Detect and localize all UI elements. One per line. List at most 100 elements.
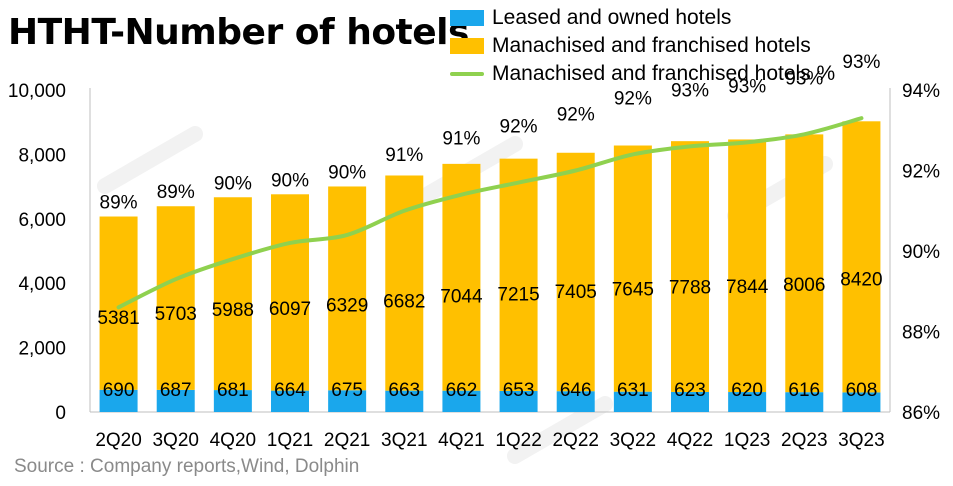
bar-leased	[785, 392, 824, 412]
x-tick-label: 3Q20	[152, 430, 198, 451]
x-tick-label: 4Q20	[210, 430, 256, 451]
data-label-leased: 687	[160, 380, 192, 401]
data-label-leased: 608	[846, 380, 878, 401]
data-label-percent: 90%	[214, 173, 252, 194]
bar-leased	[442, 390, 481, 412]
data-label-leased: 646	[560, 380, 592, 401]
data-label-percent: 93%	[671, 80, 709, 101]
x-tick-label: 1Q21	[267, 430, 313, 451]
bar-franchised	[785, 134, 824, 393]
legend-swatch-leased	[450, 10, 484, 26]
axes: 0 2,000 4,000 6,000 8,000 10,000 86% 88% 90% 92% 9…	[8, 81, 940, 451]
legend-item-franchised: Manachised and franchised hotels	[450, 32, 835, 60]
x-tick-label: 3Q23	[838, 430, 884, 451]
data-label-percent: 89%	[100, 193, 138, 214]
data-label-leased: 675	[331, 380, 363, 401]
legend-item-percent: Manachised and franchised hotels %	[450, 60, 835, 88]
y-left-tick-label: 6,000	[18, 210, 66, 231]
data-label-franchised: 6329	[326, 296, 368, 317]
data-label-leased: 690	[103, 380, 135, 401]
data-label-percent: 92%	[500, 117, 538, 138]
x-tick-label: 1Q23	[724, 430, 770, 451]
data-label-franchised: 6682	[383, 291, 425, 312]
data-label-franchised: 8006	[783, 275, 825, 296]
y-left-tick-label: 8,000	[18, 145, 66, 166]
bar-leased	[556, 391, 595, 412]
percent-line	[116, 116, 864, 310]
y-right-tick-label: 90%	[902, 242, 940, 263]
bars	[99, 121, 881, 412]
y-left-tick-label: 10,000	[8, 81, 66, 102]
bar-leased	[728, 392, 767, 412]
data-label-franchised: 7645	[612, 279, 654, 300]
y-right-tick-label: 86%	[902, 403, 940, 424]
bar-leased	[271, 390, 309, 412]
data-labels: 690 5381 687 5703 681 5988 664 6097 675 6329 663 66…	[97, 52, 882, 401]
bar-leased	[156, 389, 195, 412]
legend-label-franchised: Manachised and franchised hotels	[492, 34, 811, 57]
data-label-leased: 653	[503, 380, 535, 401]
watermark-mark	[506, 396, 614, 464]
percent-line-path	[116, 116, 864, 310]
legend-swatch-percent	[450, 72, 484, 76]
data-label-franchised: 5988	[212, 300, 254, 321]
x-tick-label: 2Q23	[781, 430, 827, 451]
x-tick-label: 2Q22	[552, 430, 598, 451]
bar-franchised	[842, 121, 881, 393]
legend-swatch-franchised	[450, 38, 484, 54]
data-label-percent: 93%	[728, 76, 766, 97]
data-label-percent: 90%	[271, 170, 309, 191]
data-label-franchised: 7788	[669, 278, 711, 299]
bar-leased	[385, 390, 424, 412]
legend-label-leased: Leased and owned hotels	[492, 6, 732, 29]
x-tick-label: 3Q22	[610, 430, 656, 451]
data-label-leased: 623	[674, 380, 706, 401]
data-label-franchised: 5703	[155, 304, 197, 325]
data-label-percent: 89%	[157, 182, 195, 203]
data-label-leased: 663	[388, 380, 420, 401]
y-right-tick-label: 88%	[902, 323, 940, 344]
bar-franchised	[156, 206, 195, 390]
data-label-percent: 91%	[385, 145, 423, 166]
watermark-mark	[96, 126, 204, 194]
bar-franchised	[499, 158, 538, 391]
x-tick-label: 4Q21	[438, 430, 484, 451]
data-label-franchised: 7044	[440, 286, 483, 307]
legend-item-leased: Leased and owned hotels	[450, 4, 835, 32]
x-tick-label: 1Q22	[495, 430, 541, 451]
x-tick-label: 4Q22	[667, 430, 713, 451]
bar-leased	[842, 392, 881, 412]
bar-leased	[613, 391, 652, 412]
data-label-percent: 91%	[442, 129, 480, 150]
bar-franchised	[728, 139, 767, 393]
data-label-franchised: 5381	[97, 308, 139, 329]
x-tick-label: 2Q21	[324, 430, 370, 451]
data-label-leased: 631	[617, 380, 649, 401]
data-label-percent: 93%	[785, 68, 823, 89]
legend: Leased and owned hotels Manachised and f…	[450, 4, 835, 88]
data-label-percent: 92%	[614, 88, 652, 109]
bar-franchised	[99, 216, 138, 390]
data-label-leased: 620	[731, 380, 763, 401]
data-label-percent: 93%	[842, 52, 880, 73]
data-label-franchised: 7405	[555, 282, 597, 303]
data-label-leased: 616	[788, 380, 820, 401]
bar-franchised	[613, 145, 652, 392]
x-tick-label: 3Q21	[381, 430, 427, 451]
bar-franchised	[328, 186, 367, 391]
data-label-franchised: 8420	[840, 270, 882, 291]
data-label-leased: 664	[274, 380, 306, 401]
y-left-tick-label: 2,000	[18, 339, 66, 360]
y-right-tick-label: 92%	[902, 162, 940, 183]
bar-leased	[328, 390, 367, 412]
bar-leased	[213, 390, 252, 412]
bar-franchised	[213, 197, 252, 391]
data-label-franchised: 7844	[726, 277, 769, 298]
y-right-tick-label: 94%	[902, 81, 940, 102]
data-label-franchised: 7215	[497, 284, 539, 305]
data-label-franchised: 6097	[269, 299, 311, 320]
x-tick-label: 2Q20	[95, 430, 141, 451]
data-label-percent: 90%	[328, 162, 366, 183]
bar-franchised	[556, 152, 595, 392]
